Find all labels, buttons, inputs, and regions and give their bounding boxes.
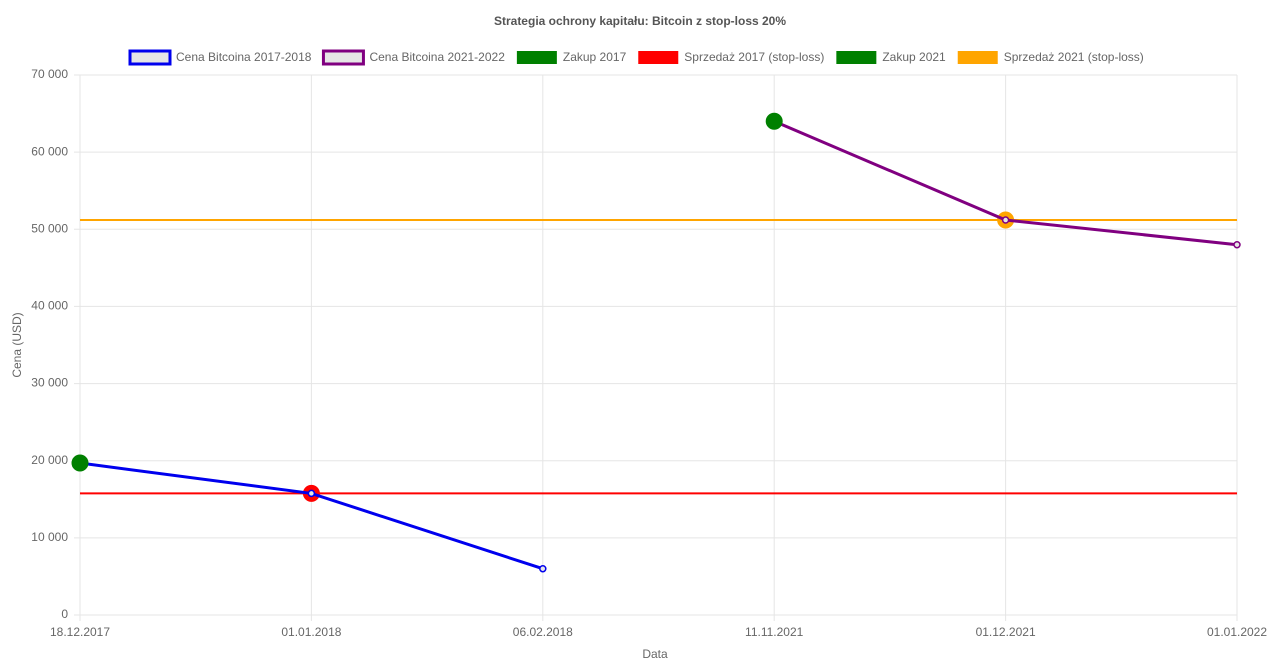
y-tick-label: 20 000	[31, 453, 68, 467]
data-point	[307, 489, 316, 498]
y-tick-label: 10 000	[31, 530, 68, 544]
legend-label: Sprzedaż 2021 (stop-loss)	[1004, 50, 1144, 64]
x-tick-label: 01.01.2018	[281, 625, 341, 639]
x-axis-label: Data	[642, 647, 668, 660]
legend-swatch	[128, 49, 172, 66]
data-point	[1233, 240, 1241, 249]
marker-point	[71, 454, 89, 472]
y-tick-label: 40 000	[31, 299, 68, 313]
y-axis-label: Cena (USD)	[10, 312, 24, 377]
marker-point	[765, 112, 783, 130]
legend-label: Cena Bitcoina 2021-2022	[369, 50, 505, 64]
y-tick-label: 70 000	[31, 67, 68, 81]
legend-swatch	[321, 49, 365, 66]
x-tick-label: 11.11.2021	[745, 625, 804, 639]
legend-label: Zakup 2021	[882, 50, 946, 64]
legend-swatch	[957, 51, 998, 64]
x-tick-label: 01.12.2021	[976, 625, 1036, 639]
x-tick-label: 18.12.2017	[50, 625, 110, 639]
legend-label: Sprzedaż 2017 (stop-loss)	[684, 50, 824, 64]
y-tick-label: 0	[61, 607, 68, 621]
legend-swatch	[638, 51, 679, 64]
legend-swatch	[516, 51, 557, 64]
legend-label: Zakup 2017	[563, 50, 627, 64]
x-tick-label: 01.01.2022	[1207, 625, 1267, 639]
legend-swatch	[836, 51, 877, 64]
legend-label: Cena Bitcoina 2017-2018	[176, 50, 312, 64]
data-point	[1001, 216, 1010, 224]
y-tick-label: 50 000	[31, 221, 68, 235]
y-tick-label: 30 000	[31, 376, 68, 390]
data-point	[539, 564, 547, 573]
x-tick-label: 06.02.2018	[513, 625, 573, 639]
y-tick-label: 60 000	[31, 144, 68, 158]
chart-title: Strategia ochrony kapitału: Bitcoin z st…	[494, 14, 786, 28]
